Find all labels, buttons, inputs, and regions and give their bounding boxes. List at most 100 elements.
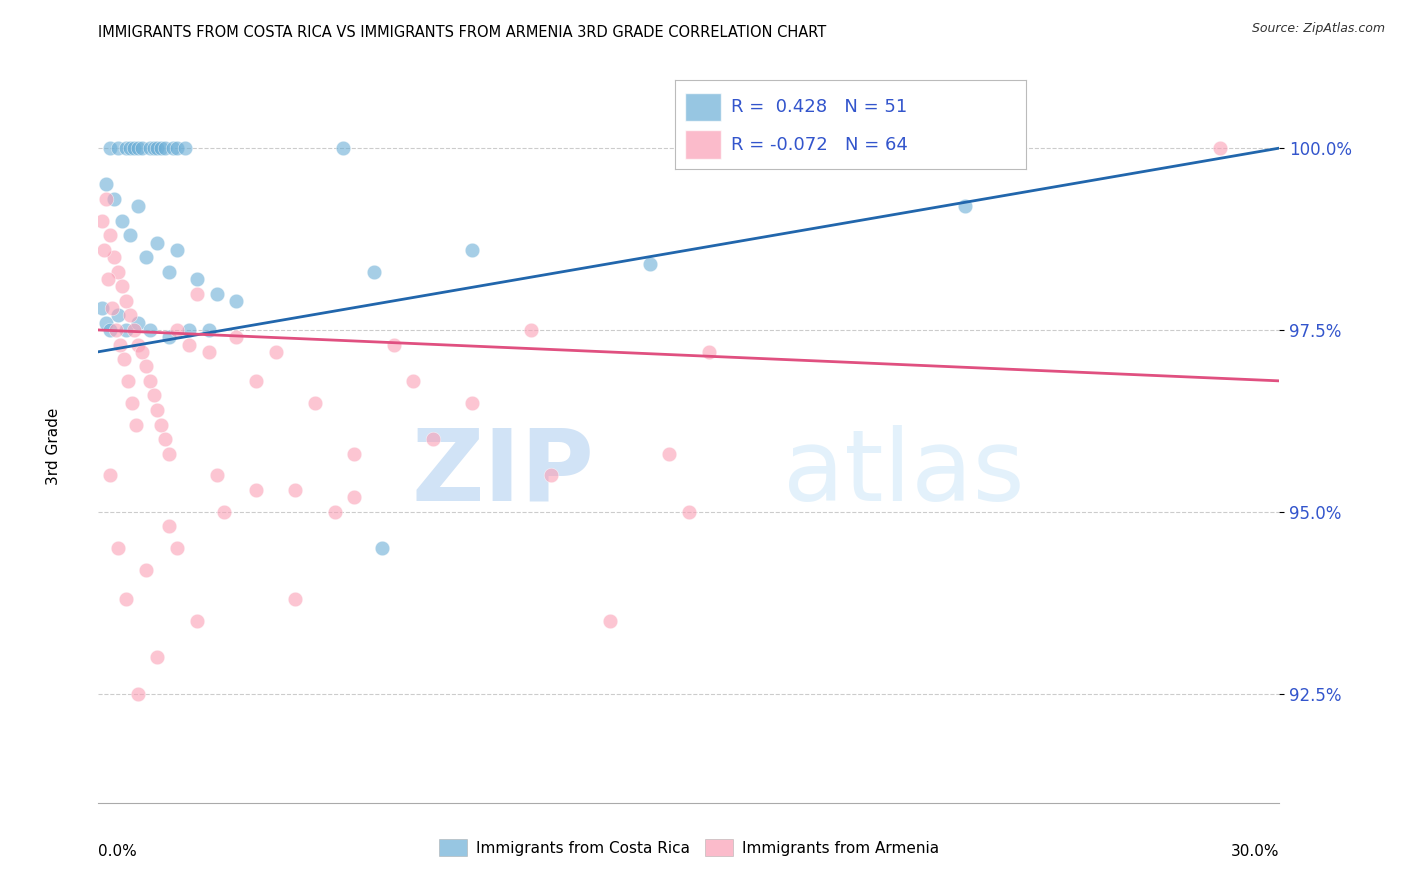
Point: [150, 141, 173, 155]
Point: [155, 141, 177, 155]
Point: [142, 141, 165, 155]
Point: [332, 141, 354, 155]
Point: [107, 309, 129, 323]
Point: [125, 417, 148, 432]
FancyBboxPatch shape: [686, 93, 720, 121]
Point: [166, 541, 188, 556]
Point: [186, 614, 208, 628]
Point: [108, 337, 131, 351]
Point: [225, 330, 247, 344]
Point: [118, 309, 141, 323]
Text: ZIP: ZIP: [412, 425, 595, 522]
Point: [96, 316, 118, 330]
Point: [461, 243, 484, 257]
Point: [112, 352, 135, 367]
Point: [186, 272, 208, 286]
Point: [177, 337, 200, 351]
Point: [540, 468, 562, 483]
Point: [96, 178, 118, 192]
Point: [127, 316, 149, 330]
Point: [122, 323, 145, 337]
Point: [343, 490, 366, 504]
Point: [105, 323, 128, 337]
Point: [146, 650, 169, 665]
Point: [157, 519, 180, 533]
Point: [214, 505, 236, 519]
Point: [155, 432, 177, 446]
Point: [96, 192, 118, 206]
Point: [146, 403, 169, 417]
Point: [402, 374, 425, 388]
Point: [121, 395, 143, 409]
Point: [363, 265, 385, 279]
Point: [103, 250, 125, 264]
Point: [118, 141, 141, 155]
Point: [284, 592, 307, 607]
Point: [135, 359, 157, 374]
Point: [98, 323, 121, 337]
Point: [343, 447, 366, 461]
Point: [177, 323, 200, 337]
Point: [382, 337, 405, 351]
Point: [1209, 141, 1232, 155]
Point: [166, 323, 188, 337]
Text: R = -0.072   N = 64: R = -0.072 N = 64: [731, 136, 908, 153]
Point: [461, 395, 484, 409]
Point: [323, 505, 346, 519]
Point: [135, 563, 157, 577]
Point: [127, 337, 149, 351]
Point: [174, 141, 197, 155]
Point: [118, 228, 141, 243]
Point: [157, 265, 180, 279]
Point: [157, 447, 180, 461]
Point: [131, 344, 153, 359]
Point: [245, 483, 267, 497]
Point: [150, 417, 173, 432]
Point: [127, 687, 149, 701]
Point: [111, 214, 134, 228]
Point: [205, 468, 228, 483]
Point: [107, 141, 129, 155]
Point: [304, 395, 326, 409]
Point: [127, 199, 149, 213]
Point: [658, 447, 681, 461]
Text: atlas: atlas: [783, 425, 1025, 522]
Point: [157, 330, 180, 344]
Point: [953, 199, 976, 213]
Point: [98, 468, 121, 483]
Point: [103, 192, 125, 206]
Point: [98, 141, 121, 155]
Point: [186, 286, 208, 301]
Point: [197, 323, 219, 337]
Point: [115, 293, 138, 308]
Point: [197, 344, 219, 359]
Point: [93, 243, 115, 257]
Point: [225, 293, 247, 308]
Text: 3rd Grade: 3rd Grade: [46, 408, 60, 484]
Point: [138, 374, 160, 388]
Text: Source: ZipAtlas.com: Source: ZipAtlas.com: [1251, 22, 1385, 36]
Point: [205, 286, 228, 301]
Point: [127, 141, 149, 155]
Point: [135, 250, 157, 264]
Point: [91, 301, 114, 315]
Point: [131, 141, 153, 155]
Point: [146, 141, 169, 155]
Point: [107, 541, 129, 556]
Point: [138, 323, 160, 337]
Point: [98, 228, 121, 243]
Point: [371, 541, 394, 556]
Point: [122, 141, 145, 155]
Point: [264, 344, 287, 359]
Point: [115, 141, 138, 155]
Point: [111, 279, 134, 293]
Point: [245, 374, 267, 388]
Point: [117, 374, 139, 388]
Point: [115, 323, 138, 337]
Point: [91, 214, 114, 228]
Point: [97, 272, 120, 286]
Text: 30.0%: 30.0%: [1232, 844, 1279, 859]
Point: [697, 344, 720, 359]
Point: [638, 258, 661, 272]
Point: [599, 614, 621, 628]
